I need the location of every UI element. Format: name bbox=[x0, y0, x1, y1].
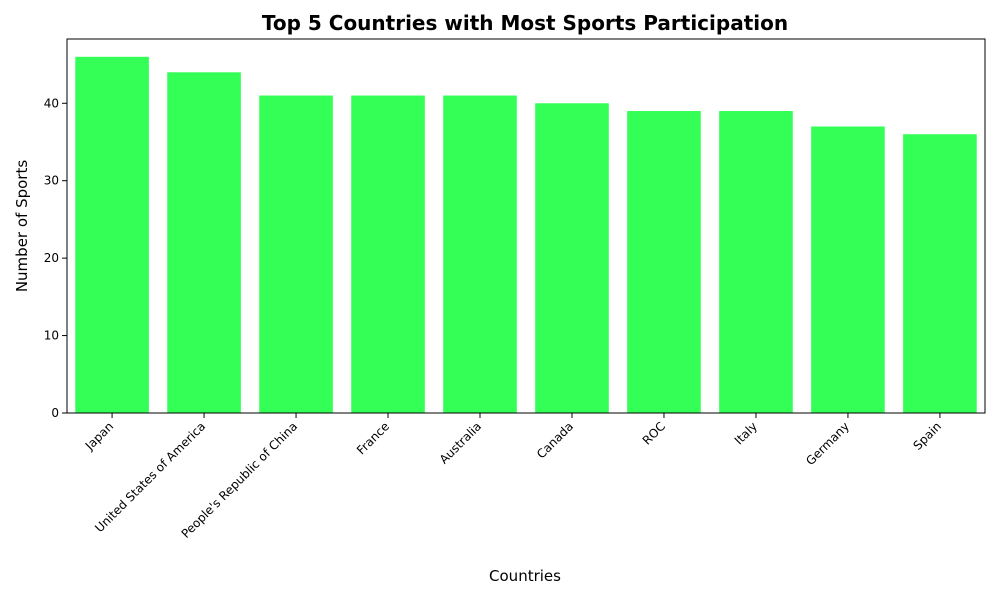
y-tick-label: 0 bbox=[51, 406, 59, 420]
x-tick-label: France bbox=[354, 419, 392, 457]
x-tick-label: Japan bbox=[82, 419, 116, 453]
bar-8 bbox=[811, 126, 885, 413]
bar-2 bbox=[259, 95, 333, 413]
bar-4 bbox=[443, 95, 517, 413]
bar-1 bbox=[167, 72, 241, 413]
x-axis-title: Countries bbox=[489, 567, 561, 585]
y-axis-ticks: 0 10 20 30 40 bbox=[44, 96, 67, 420]
x-tick-label: Spain bbox=[910, 419, 944, 453]
x-tick-label: ROC bbox=[640, 419, 668, 447]
y-tick-label: 10 bbox=[44, 329, 59, 343]
plot-frame bbox=[66, 38, 986, 414]
bar-6 bbox=[627, 111, 701, 413]
x-tick-label: Australia bbox=[437, 419, 484, 466]
y-tick-label: 40 bbox=[44, 96, 59, 110]
x-tick-label: Germany bbox=[803, 419, 852, 468]
bar-7 bbox=[719, 111, 793, 413]
x-tick-label: Italy bbox=[732, 419, 760, 447]
x-tick-label: Canada bbox=[534, 419, 576, 461]
bars-group bbox=[75, 56, 977, 414]
y-tick-label: 20 bbox=[44, 251, 59, 265]
y-axis-title: Number of Sports bbox=[13, 160, 31, 293]
y-tick-label: 30 bbox=[44, 174, 59, 188]
bar-3 bbox=[351, 95, 425, 413]
bar-0 bbox=[75, 56, 149, 414]
bar-9 bbox=[903, 134, 977, 413]
bar-5 bbox=[535, 103, 609, 413]
chart-title: Top 5 Countries with Most Sports Partici… bbox=[262, 11, 788, 35]
